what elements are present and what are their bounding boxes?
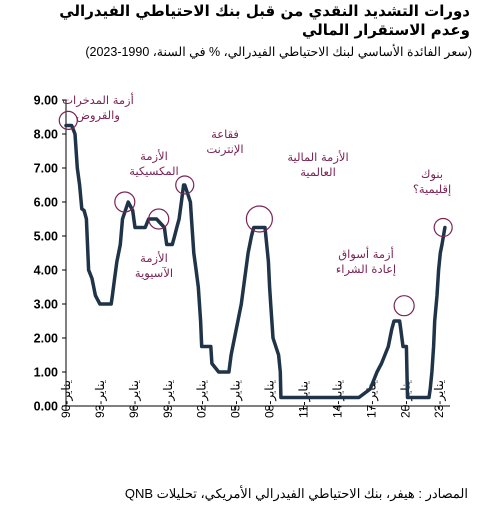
annotation-label: العالمية bbox=[300, 165, 336, 179]
annotation-circle bbox=[175, 175, 195, 195]
x-tick-label: يناير-02 bbox=[195, 380, 209, 418]
annotation-circle bbox=[148, 208, 170, 230]
annotation-label: الإنترنت bbox=[206, 142, 243, 157]
x-tick-label: يناير-23 bbox=[432, 380, 446, 418]
source-note: المصادر : هيفر، بنك الاحتياطي الفيدرالي … bbox=[124, 486, 468, 501]
series-line-0 bbox=[64, 123, 447, 400]
y-tick-label: 0.00 bbox=[34, 400, 58, 414]
x-tick-label: يناير-93 bbox=[93, 380, 107, 418]
y-tick-label: 2.00 bbox=[34, 332, 58, 346]
chart-title-line1: دورات التشديد النقدي من قبل بنك الاحتياط… bbox=[59, 2, 470, 20]
chart-title-line2: وعدم الاستقرار المالي bbox=[301, 21, 470, 39]
y-tick-label: 8.00 bbox=[34, 128, 58, 142]
annotation-label: بنوك bbox=[421, 167, 443, 182]
annotation-circle bbox=[114, 191, 136, 213]
x-tick-label: يناير-99 bbox=[161, 380, 175, 418]
y-tick-label: 6.00 bbox=[34, 196, 58, 210]
annotation-label: والقروض bbox=[76, 108, 120, 123]
x-tick-label: يناير-11 bbox=[297, 381, 311, 418]
annotation-label: المكسيكية bbox=[129, 164, 178, 178]
annotation-label: إعادة الشراء bbox=[336, 262, 396, 277]
x-tick-label: يناير-08 bbox=[263, 380, 277, 418]
annotation-circle bbox=[393, 295, 415, 317]
chart-subtitle: (سعر الفائدة الأساسي لبنك الاحتياطي الفي… bbox=[85, 45, 472, 59]
annotation-circle bbox=[58, 110, 78, 131]
annotation-label: أزمة المدخرات bbox=[62, 92, 134, 108]
x-tick-label: يناير-96 bbox=[127, 380, 141, 418]
annotation-label: الآسيوية bbox=[135, 266, 173, 281]
y-tick-label: 9.00 bbox=[34, 94, 58, 108]
y-tick-label: 7.00 bbox=[34, 162, 58, 176]
annotation-label: أزمة أسواق bbox=[338, 246, 394, 262]
annotation-label: الأزمة bbox=[140, 251, 168, 266]
y-tick-label: 3.00 bbox=[34, 298, 58, 312]
annotation-label: الأزمة المالية bbox=[287, 150, 348, 165]
annotation-label: إقليمية؟ bbox=[413, 182, 451, 196]
y-tick-label: 1.00 bbox=[34, 366, 58, 380]
annotation-label: فقاعة bbox=[211, 127, 239, 141]
annotation-circle bbox=[245, 205, 273, 233]
plot-area bbox=[64, 123, 447, 400]
y-tick-label: 4.00 bbox=[34, 264, 58, 278]
annotation-label: الأزمة bbox=[140, 149, 168, 164]
y-tick-label: 5.00 bbox=[34, 230, 58, 244]
x-tick-label: يناير-05 bbox=[229, 380, 243, 418]
annotations: أزمة المدخراتوالقروضالأزمةالمكسيكيةالأزم… bbox=[58, 92, 453, 317]
annotation-circle bbox=[433, 217, 453, 238]
x-tick-label: يناير-90 bbox=[59, 380, 73, 418]
